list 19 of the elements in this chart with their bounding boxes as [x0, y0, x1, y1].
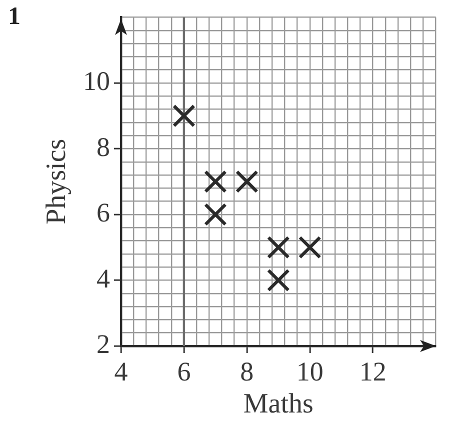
y-axis-title: Physics [41, 138, 72, 224]
y-tick-label: 4 [96, 263, 110, 294]
point [172, 104, 196, 128]
y-tick-label: 10 [83, 66, 110, 96]
y-tick-label: 6 [96, 198, 110, 228]
y-tick-label: 8 [96, 132, 110, 162]
x-tick-label: 6 [177, 356, 191, 386]
text: 1 [8, 3, 20, 30]
point [204, 170, 227, 194]
point [235, 170, 258, 194]
point [204, 202, 227, 226]
x-axis-title: Maths [243, 388, 314, 420]
x-tick-label: 8 [240, 356, 254, 386]
point [266, 236, 290, 259]
point [298, 236, 322, 259]
x-tick-label: 10 [296, 356, 324, 386]
point [266, 268, 290, 292]
x-tick-label: 12 [359, 356, 386, 386]
y-tick-label: 2 [96, 329, 110, 360]
